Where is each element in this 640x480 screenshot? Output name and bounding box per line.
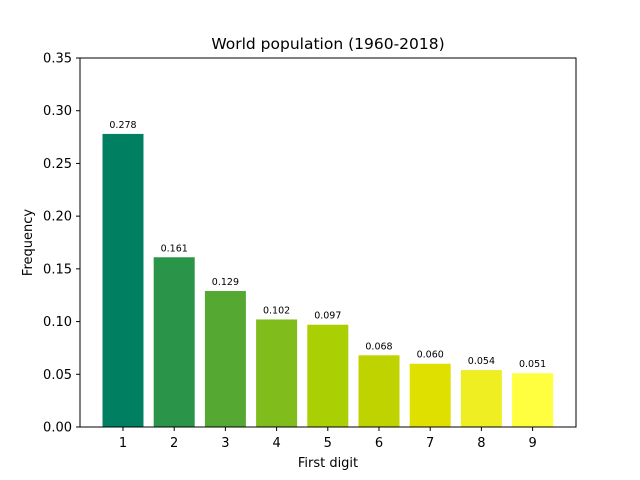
bar-value-label-3: 0.129 <box>212 277 239 288</box>
bar-value-label-9: 0.051 <box>519 359 546 370</box>
x-tick-label-5: 5 <box>324 436 332 451</box>
y-axis-ticks: 0.00 0.05 0.10 0.15 0.20 0.25 0.30 0.35 <box>43 52 80 436</box>
y-axis-label: Frequency <box>21 209 36 276</box>
x-tick-label-4: 4 <box>272 436 280 451</box>
bar-value-label-1: 0.278 <box>109 120 136 131</box>
chart-title: World population (1960-2018) <box>211 35 444 53</box>
value-labels-group: 0.278 0.161 0.129 0.102 0.097 0.068 0.060 0.054… <box>109 120 546 370</box>
bar-9 <box>512 373 554 427</box>
bar-2 <box>153 257 195 427</box>
bar-value-label-5: 0.097 <box>314 311 341 322</box>
plot-frame <box>79 57 577 428</box>
x-tick-label-8: 8 <box>477 436 485 451</box>
x-axis-label: First digit <box>298 456 358 471</box>
bar-value-label-4: 0.102 <box>263 305 290 316</box>
bar-8 <box>460 370 502 427</box>
x-tick-label-1: 1 <box>119 436 127 451</box>
bar-value-label-2: 0.161 <box>161 243 188 254</box>
x-tick-label-2: 2 <box>170 436 178 451</box>
x-tick-label-3: 3 <box>221 436 229 451</box>
y-tick-label-5: 0.25 <box>43 157 72 172</box>
y-tick-label-4: 0.20 <box>43 210 72 225</box>
bar-1 <box>102 133 144 427</box>
bars-group <box>102 133 554 427</box>
bar-5 <box>307 324 349 427</box>
bar-7 <box>409 363 451 427</box>
x-tick-label-9: 9 <box>528 436 536 451</box>
y-tick-label-1: 0.05 <box>43 368 72 383</box>
bar-value-label-6: 0.068 <box>365 341 392 352</box>
x-tick-label-7: 7 <box>426 436 434 451</box>
y-tick-label-2: 0.10 <box>43 315 72 330</box>
bar-4 <box>256 319 298 427</box>
y-tick-label-3: 0.15 <box>43 262 72 277</box>
bar-value-label-7: 0.060 <box>417 350 444 361</box>
bar-value-label-8: 0.054 <box>468 356 495 367</box>
bar-6 <box>358 355 400 427</box>
x-axis-ticks: 1 2 3 4 5 6 7 8 9 <box>119 427 537 451</box>
y-tick-label-7: 0.35 <box>43 52 72 67</box>
bar-3 <box>204 290 246 427</box>
y-tick-label-6: 0.30 <box>43 104 72 119</box>
y-tick-label-0: 0.00 <box>43 421 72 436</box>
x-tick-label-6: 6 <box>375 436 383 451</box>
